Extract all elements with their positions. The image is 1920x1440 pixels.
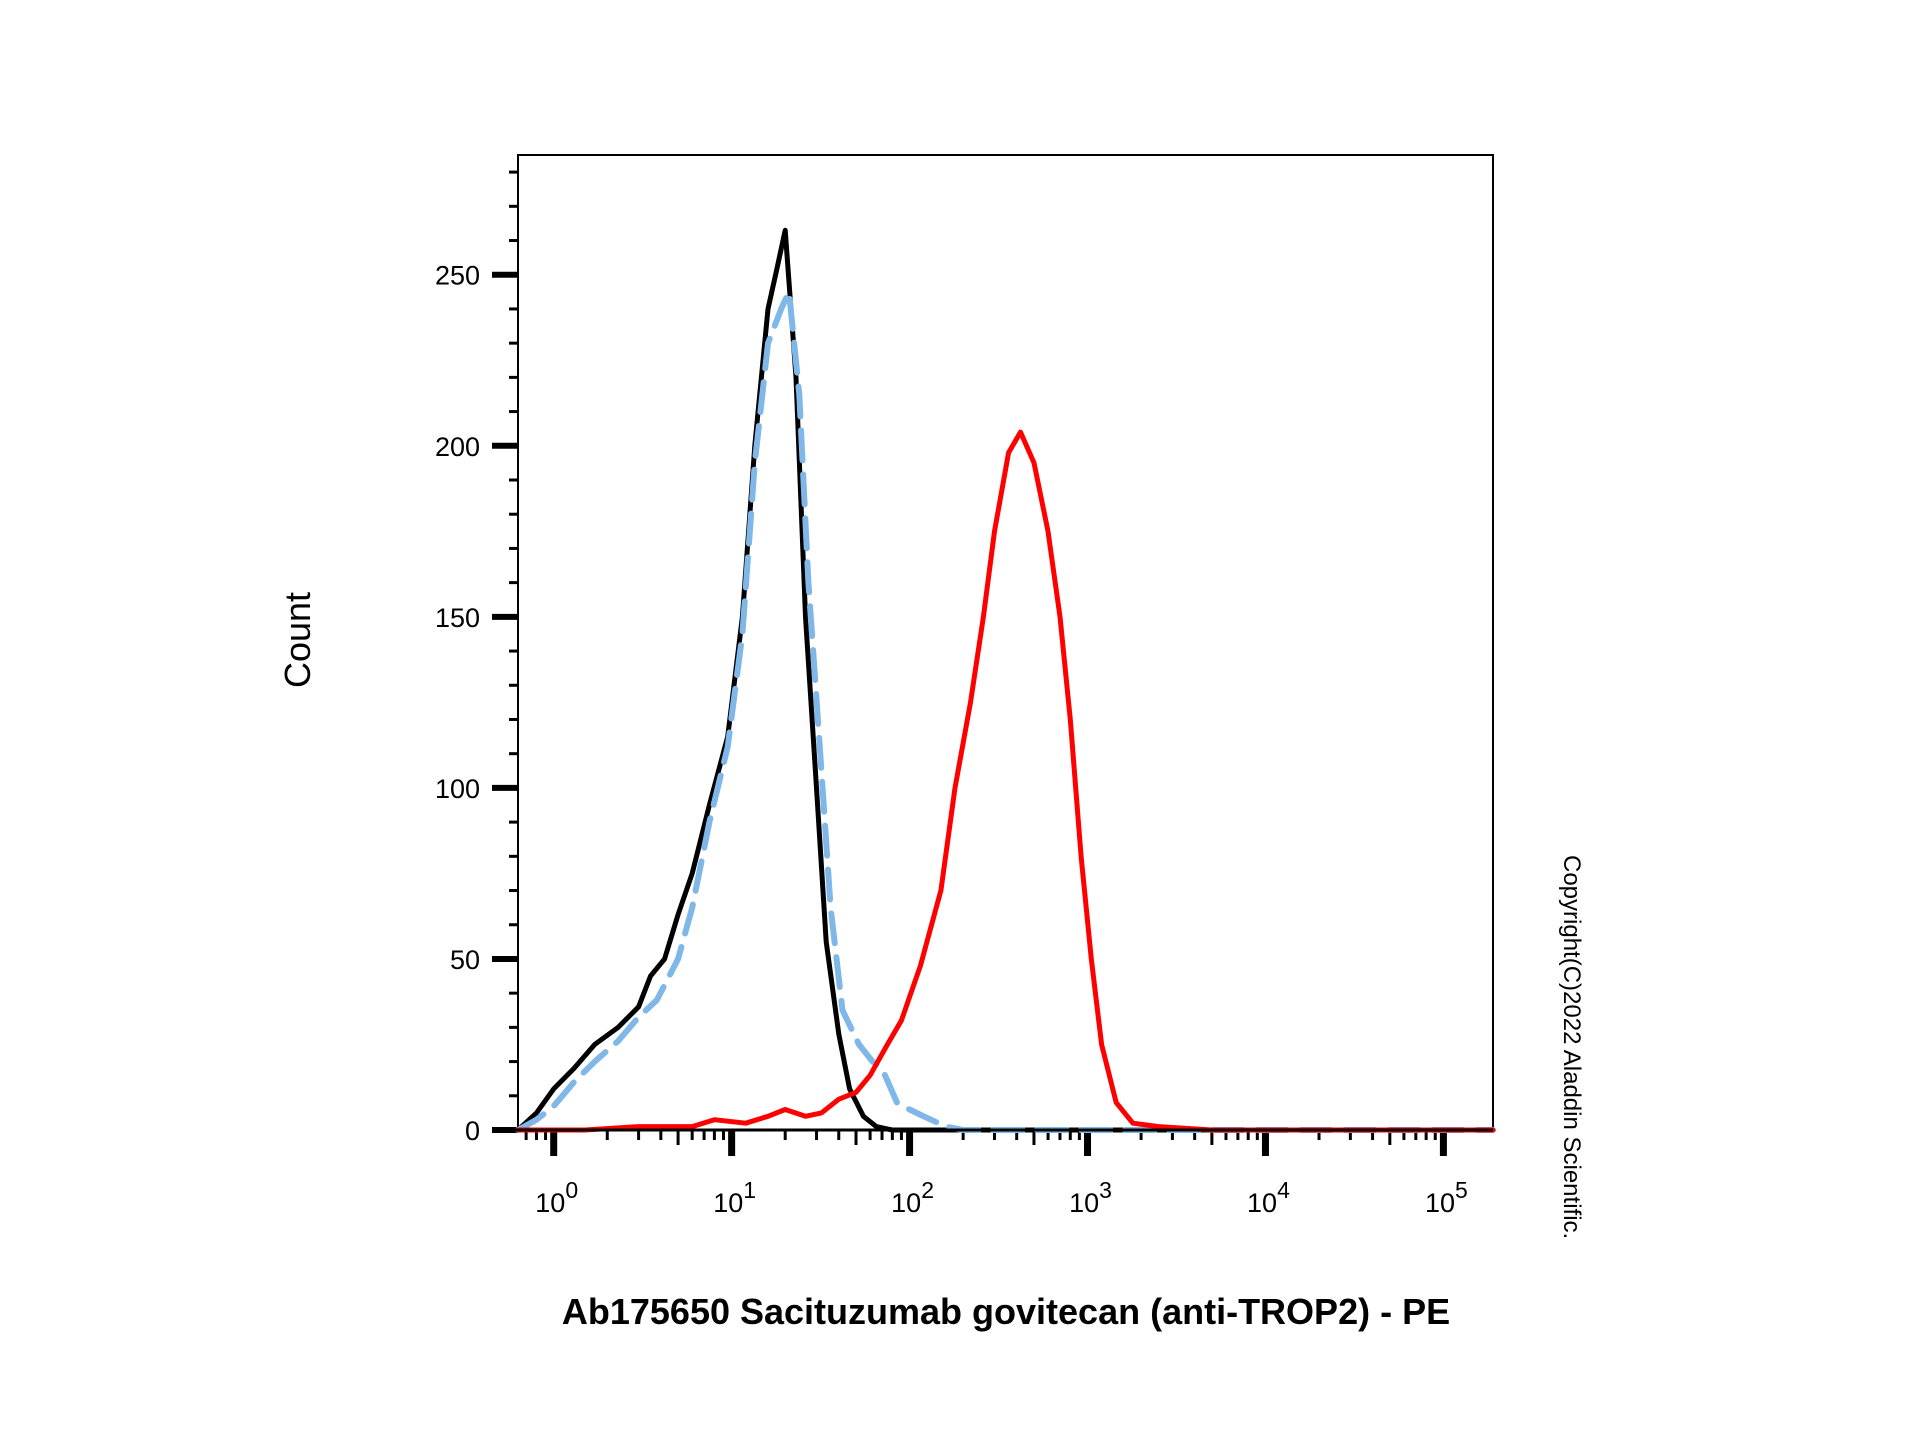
y-tick-label: 150 bbox=[435, 603, 480, 633]
series-line-3 bbox=[515, 429, 1496, 1133]
x-tick-label: 102 bbox=[891, 1177, 934, 1218]
x-tick-label: 103 bbox=[1069, 1177, 1112, 1218]
series-layer bbox=[492, 227, 1496, 1133]
y-tick-label: 50 bbox=[450, 945, 480, 975]
x-axis: 100 101 102 103 104 105 bbox=[524, 1130, 1468, 1218]
copyright-notice: Copyright(C)2022 Aladdin Scientific. bbox=[1558, 855, 1585, 1240]
x-tick-label: 104 bbox=[1247, 1177, 1290, 1218]
x-tick-label: 101 bbox=[713, 1177, 756, 1218]
y-tick-label: 0 bbox=[465, 1116, 480, 1146]
x-tick-label: 100 bbox=[535, 1177, 578, 1218]
plot-frame bbox=[517, 154, 1494, 1131]
y-axis: 0 50 100 150 200 250 bbox=[435, 170, 518, 1146]
y-tick-label: 200 bbox=[435, 432, 480, 462]
series-line-1 bbox=[515, 227, 1496, 1133]
series-line-2 bbox=[515, 288, 1496, 1133]
y-tick-label: 250 bbox=[435, 261, 480, 291]
y-axis-title: Count bbox=[277, 592, 318, 688]
x-tick-label: 105 bbox=[1425, 1177, 1468, 1218]
y-tick-label: 100 bbox=[435, 774, 480, 804]
x-axis-title: Ab175650 Sacituzumab govitecan (anti-TRO… bbox=[562, 1291, 1450, 1332]
